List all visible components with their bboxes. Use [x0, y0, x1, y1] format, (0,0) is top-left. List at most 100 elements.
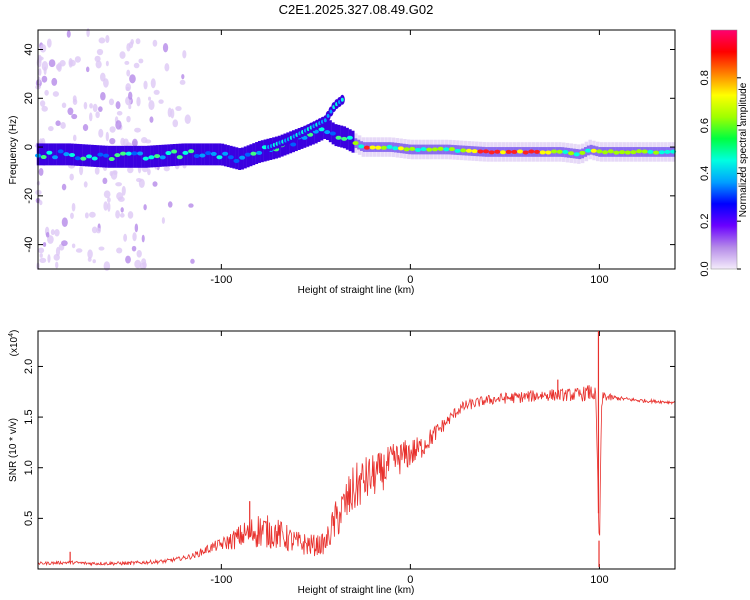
noise-blob [87, 249, 93, 259]
spectrogram-panel: -100 0 100 -40 -20 0 20 40 Height of straight … [8, 28, 677, 296]
noise-blob [50, 229, 55, 236]
ridge-core [499, 150, 506, 155]
ridge-core [80, 156, 87, 161]
noise-blob [143, 204, 147, 211]
snr-x-label: Height of straight line (km) [298, 585, 415, 596]
noise-blob [98, 128, 104, 138]
ridge-band [578, 149, 582, 160]
ridge-band [340, 125, 344, 148]
ridge-band [113, 145, 117, 168]
ridge-core [414, 147, 421, 152]
noise-blob [123, 233, 128, 242]
ridge-band [357, 139, 361, 150]
y-tick-label: 0.5 [23, 511, 35, 526]
ridge-core [114, 153, 121, 158]
noise-blob [134, 127, 141, 133]
noise-blob [87, 257, 92, 262]
noise-blob [125, 83, 132, 92]
x-tick-label: 0 [407, 274, 413, 286]
colorbar-ramp [711, 30, 737, 269]
ridge-core [409, 146, 416, 151]
noise-blob [61, 240, 68, 247]
ridge-core [534, 149, 541, 154]
noise-blob [109, 137, 116, 145]
ridge-band [178, 143, 182, 166]
ridge-core [40, 155, 47, 160]
ridge-core [477, 149, 484, 154]
ridge-band [584, 147, 588, 157]
ridge-core [233, 158, 240, 163]
ridge-band [323, 117, 327, 140]
ridge-band [158, 144, 162, 167]
colorbar-tick-label: 0.6 [699, 118, 711, 133]
noise-blob [170, 108, 175, 119]
noise-blob [51, 77, 58, 86]
ridge-band [294, 129, 298, 152]
noise-blob [44, 89, 49, 96]
ridge-core [290, 142, 297, 147]
ridge-band [218, 143, 222, 166]
noise-blob [103, 78, 109, 88]
noise-blob [98, 37, 106, 44]
ridge-core [465, 148, 472, 153]
noise-blob [107, 202, 111, 212]
noise-blob [98, 246, 105, 251]
noise-blob [172, 119, 179, 128]
noise-blob [152, 181, 158, 187]
ridge-core [579, 150, 586, 155]
noise-blob [153, 89, 160, 95]
ridge-core [602, 150, 609, 155]
ridge-band [164, 144, 168, 167]
noise-blob [84, 212, 89, 219]
noise-blob [96, 227, 101, 234]
ridge-band [348, 129, 352, 152]
noise-blob [127, 166, 134, 174]
noise-blob [119, 213, 125, 218]
ridge-core [482, 149, 489, 154]
branch-core [326, 113, 330, 118]
ridge-core [522, 150, 529, 155]
noise-blob [61, 102, 67, 109]
ridge-core [363, 145, 370, 150]
noise-blob [89, 103, 93, 109]
ridge-band [328, 120, 332, 143]
noise-blob [71, 113, 78, 120]
ridge-core [335, 135, 342, 140]
ridge-core [52, 155, 59, 160]
ridge-core [256, 150, 263, 155]
noise-blob [36, 57, 42, 68]
noise-blob [139, 262, 147, 270]
ridge-core [244, 152, 251, 157]
noise-blob [150, 78, 156, 89]
ridge-core [551, 149, 558, 154]
ridge-band [56, 143, 60, 166]
noise-blob [179, 79, 186, 85]
ridge-band [317, 119, 321, 142]
ridge-core [380, 145, 387, 150]
noise-blob [71, 243, 76, 249]
ridge-band [93, 144, 97, 167]
y-tick-label: 20 [23, 92, 35, 104]
ridge-band [226, 145, 230, 168]
ridge-core [352, 141, 359, 146]
ridge-band [215, 143, 219, 166]
colorbar: 0.0 0.2 0.4 0.6 0.8 Normalized spectral ampl… [699, 29, 749, 277]
noise-blob [94, 167, 100, 175]
ridge-core [210, 151, 217, 156]
ridge-core [120, 151, 127, 156]
noise-blob [128, 91, 133, 100]
noise-blob [109, 171, 114, 177]
noise-blob [39, 200, 43, 206]
snr-frame [37, 330, 676, 570]
noise-blob [143, 80, 148, 90]
branch-core [323, 118, 327, 123]
noise-blob [38, 68, 42, 76]
ridge-core [392, 146, 399, 151]
ridge-core [131, 151, 138, 156]
noise-blob [98, 106, 103, 112]
snr-y-axis: 0.5 1.0 1.5 2.0 [23, 359, 675, 526]
ridge-core [613, 150, 620, 155]
ridge-core [250, 151, 257, 156]
ridge-band [238, 148, 242, 170]
noise-blob [41, 61, 49, 71]
